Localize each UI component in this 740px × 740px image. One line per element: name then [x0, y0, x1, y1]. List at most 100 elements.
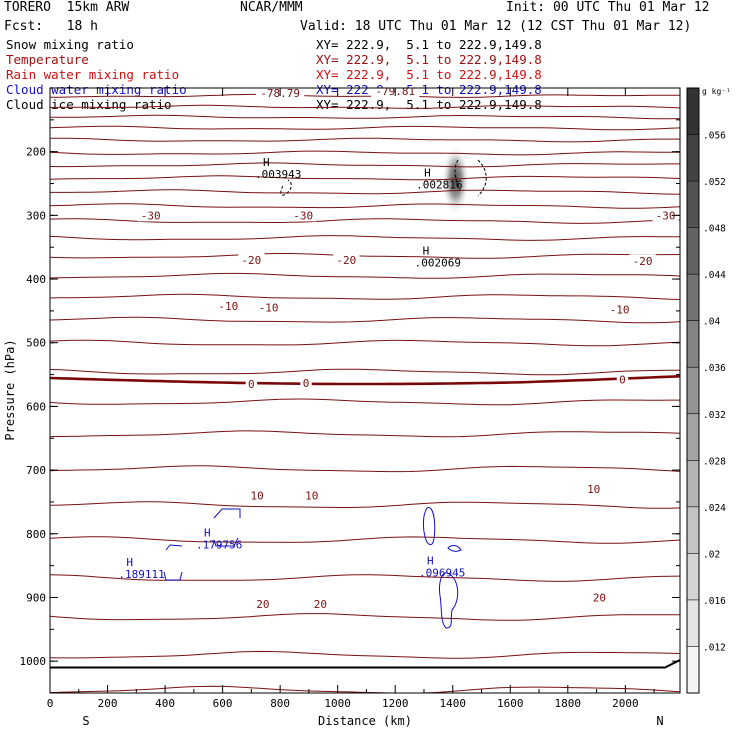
- isotherm-line: [50, 293, 680, 300]
- isotherm-line: [50, 125, 680, 131]
- isotherm-line: [50, 137, 680, 143]
- cloud-water-contour: [439, 572, 459, 629]
- x-tick-label: 800: [270, 697, 290, 710]
- maximum-value: .003943: [255, 168, 301, 181]
- isotherm-line: [50, 272, 680, 279]
- isotherm-label: -20: [633, 255, 653, 268]
- isotherm-label: 20: [256, 598, 269, 611]
- isotherm-line: [50, 685, 680, 693]
- isotherm-label-bg: [137, 208, 164, 222]
- forecast-hour: Fcst: 18 h: [4, 19, 98, 34]
- maximum-marker: H: [263, 156, 270, 169]
- colorbar-frame: [686, 87, 700, 694]
- isotherm-label-bg: [629, 254, 656, 268]
- maximum-value: .179756: [196, 539, 242, 552]
- x-axis-title: Distance (km): [318, 714, 412, 728]
- colorbar-label: .052: [703, 177, 726, 188]
- isotherm-line: [50, 501, 680, 509]
- org-label: NCAR/MMM: [240, 0, 303, 15]
- colorbar-label: .024: [703, 503, 726, 514]
- isotherm-label-bg: [590, 590, 609, 604]
- x-tick-label: 1600: [497, 697, 524, 710]
- isotherm-label-bg: [616, 372, 629, 386]
- isotherm-line: [50, 104, 680, 109]
- colorbar-segment: [687, 181, 699, 228]
- isotherm-label: -10: [259, 302, 279, 315]
- isotherm-label-bg: [300, 375, 312, 389]
- isotherm-line: [50, 316, 680, 324]
- valid-time: Valid: 18 UTC Thu 01 Mar 12 (12 CST Thu …: [300, 19, 692, 34]
- isotherm-label: -30: [293, 209, 313, 222]
- isotherm-line: [50, 536, 680, 544]
- colorbar-segment: [687, 134, 699, 182]
- isotherm-line: [50, 189, 680, 195]
- isotherm-label-bg: [245, 377, 258, 391]
- colorbar-segment: [687, 367, 699, 414]
- y-axis-title: Pressure (hPa): [3, 339, 17, 440]
- cloud-water-contour: [447, 545, 462, 552]
- x-tick-label: 0: [47, 697, 54, 710]
- isotherm-line: [50, 574, 680, 582]
- maximum-marker: H: [423, 245, 430, 258]
- isotherm-label: -30: [656, 209, 676, 222]
- isotherm-line: [50, 430, 680, 438]
- isotherm-label: 0: [303, 377, 310, 390]
- x-tick-label: 1800: [555, 697, 582, 710]
- field-label-rain: Rain water mixing ratio: [6, 67, 180, 82]
- y-tick-label: 800: [26, 528, 46, 541]
- colorbar-label: .012: [703, 642, 726, 653]
- isotherm-label-bg: [247, 488, 267, 502]
- isotherm-line: [50, 218, 680, 224]
- colorbar-segment: [687, 460, 699, 507]
- isotherm-label: -30: [141, 209, 161, 222]
- y-tick-label: 1000: [20, 655, 47, 668]
- y-tick-label: 600: [26, 400, 46, 413]
- maximum-value: .002816: [416, 178, 462, 191]
- isotherm-line: [50, 368, 680, 376]
- isotherm-label: 10: [250, 490, 263, 503]
- isotherm-label-bg: [584, 482, 604, 496]
- model-title: TORERO 15km ARW: [4, 0, 130, 15]
- x-tick-label: 1000: [324, 697, 351, 710]
- field-xy-rain: XY= 222.9, 5.1 to 222.9,149.8: [316, 67, 542, 82]
- field-xy-temperature: XY= 222.9, 5.1 to 222.9,149.8: [316, 52, 542, 67]
- isotherm-label-bg: [302, 488, 322, 502]
- isotherm-label-bg: [290, 208, 317, 222]
- maximum-value: .189111: [118, 568, 164, 581]
- field-label-cloud-ice: Cloud ice mixing ratio: [6, 97, 172, 112]
- maximum-value: .002069: [415, 257, 461, 270]
- isotherm-label-bg: [652, 208, 679, 222]
- isotherm-label: 20: [593, 591, 606, 604]
- colorbar-label: .016: [703, 596, 726, 607]
- colorbar-segment: [687, 599, 699, 647]
- isotherm-line: [50, 235, 680, 241]
- isotherm-line: [50, 114, 680, 120]
- isotherm-label: -20: [336, 254, 356, 267]
- field-label-snow: Snow mixing ratio: [6, 37, 134, 52]
- isotherm-line: [50, 175, 680, 181]
- isotherm-label: 10: [305, 490, 318, 503]
- isotherm-label-bg: [311, 596, 330, 610]
- isotherm-label: -20: [241, 254, 261, 267]
- field-label-temperature: Temperature: [6, 52, 89, 67]
- isotherm-line: [50, 465, 680, 473]
- isotherm-label: 10: [587, 483, 600, 496]
- colorbar-segment: [687, 413, 699, 461]
- y-tick-label: 200: [26, 146, 46, 159]
- north-label: N: [656, 714, 663, 728]
- maximum-marker: H: [204, 527, 211, 540]
- isotherm-label-bg: [253, 596, 273, 610]
- maximum-marker: H: [424, 166, 431, 179]
- cloud-water-contour: [423, 506, 436, 546]
- isotherm-label: -10: [610, 304, 630, 317]
- isotherm-label: -10: [218, 300, 238, 313]
- x-tick-label: 600: [213, 697, 233, 710]
- isotherm-line: [50, 613, 680, 621]
- cloud-water-contour: [163, 571, 183, 581]
- colorbar-label: .056: [703, 131, 726, 142]
- isotherm-line: [50, 398, 680, 406]
- colorbar-unit: g kg⁻¹: [702, 87, 731, 96]
- isotherm-label-bg: [255, 300, 282, 314]
- isotherm-label: 0: [619, 374, 626, 387]
